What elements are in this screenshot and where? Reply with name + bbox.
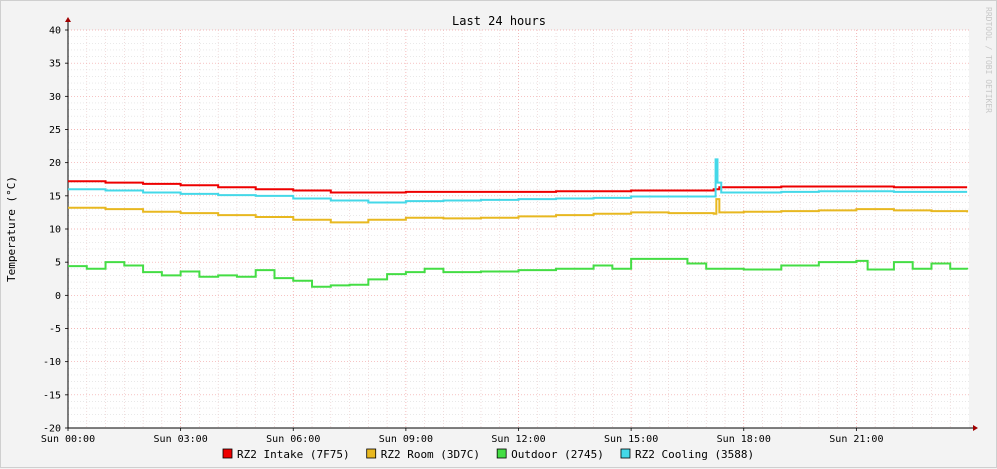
y-tick-label: 5 xyxy=(55,258,61,269)
y-tick-label: 20 xyxy=(49,158,61,169)
x-tick-label: Sun 18:00 xyxy=(717,434,771,445)
legend: RZ2 Intake (7F75) RZ2 Room (3D7C) Outdoor … xyxy=(222,448,754,461)
y-tick-label: 10 xyxy=(49,225,61,236)
x-tick-label: Sun 15:00 xyxy=(604,434,658,445)
x-tick-label: Sun 21:00 xyxy=(829,434,883,445)
legend-swatch xyxy=(620,448,631,459)
grid-major xyxy=(67,29,969,429)
y-tick-label: 35 xyxy=(49,59,61,70)
x-tick-label: Sun 06:00 xyxy=(266,434,320,445)
legend-swatch xyxy=(496,448,507,459)
series-line xyxy=(68,257,969,288)
legend-label: RZ2 Intake (7F75) xyxy=(237,448,350,461)
chart-title: Last 24 hours xyxy=(452,14,546,28)
y-tick-label: 0 xyxy=(55,291,61,302)
y-tick-label: 40 xyxy=(49,26,61,37)
x-axis-arrow xyxy=(973,425,978,431)
legend-label: RZ2 Room (3D7C) xyxy=(381,448,480,461)
y-tick-label: -15 xyxy=(43,390,61,401)
y-tick-label: 15 xyxy=(49,191,61,202)
series-line xyxy=(68,180,968,194)
y-tick-label: 25 xyxy=(49,125,61,136)
y-axis-arrow xyxy=(65,17,71,22)
legend-swatch xyxy=(366,448,377,459)
y-tick-label: 30 xyxy=(49,92,61,103)
series-line xyxy=(68,198,969,224)
x-tick-label: Sun 12:00 xyxy=(491,434,545,445)
series-lines xyxy=(68,158,969,288)
x-tick-label: Sun 09:00 xyxy=(379,434,433,445)
x-tick-label: Sun 00:00 xyxy=(41,434,95,445)
legend-label: Outdoor (2745) xyxy=(511,448,604,461)
axes xyxy=(65,17,978,431)
y-tick-label: -10 xyxy=(43,357,61,368)
legend-label: RZ2 Cooling (3588) xyxy=(635,448,754,461)
watermark-text: RRDTOOL / TOBI OETIKER xyxy=(984,7,993,113)
y-tick-label: -20 xyxy=(43,424,61,435)
y-tick-label: -5 xyxy=(49,324,61,335)
y-axis-label: Temperature (°C) xyxy=(5,176,18,282)
legend-swatch xyxy=(222,448,233,459)
series-line xyxy=(68,158,968,204)
x-tick-label: Sun 03:00 xyxy=(154,434,208,445)
